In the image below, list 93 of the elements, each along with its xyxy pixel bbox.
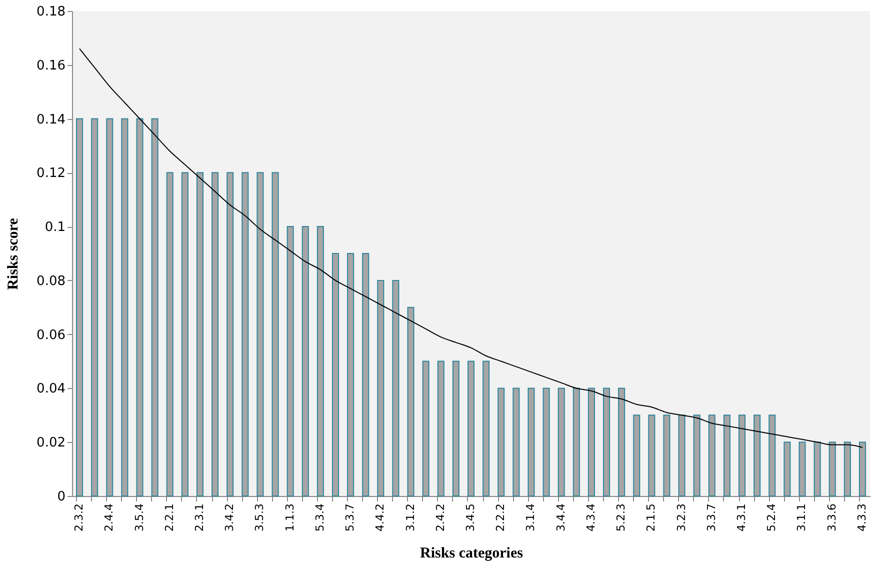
x-tick-label: 3.3.6: [825, 504, 838, 532]
bar: [588, 388, 595, 496]
bar: [828, 442, 836, 496]
x-tick-label: 3.5.3: [253, 504, 266, 532]
bar: [332, 253, 339, 496]
bar: [723, 414, 730, 496]
bar: [151, 118, 158, 496]
x-tick-label: 1.1.3: [283, 504, 296, 532]
bar: [286, 226, 294, 496]
x-tick-label: 5.2.4: [765, 504, 778, 532]
bar: [542, 388, 550, 496]
x-tick-label: 3.1.1: [795, 504, 808, 532]
bar: [422, 360, 430, 496]
x-tick-label: 2.4.4: [102, 504, 116, 532]
bar: [256, 172, 264, 496]
x-tick-label: 3.1.2: [404, 504, 417, 532]
bar: [362, 253, 370, 496]
x-tick-label: 3.1.4: [524, 504, 538, 532]
bar: [407, 306, 414, 496]
x-tick-label: 5.3.4: [313, 504, 326, 532]
bar: [302, 226, 309, 496]
x-tick-label: 3.4.5: [464, 504, 477, 532]
x-tick-label: 5.2.3: [614, 504, 628, 532]
bar: [558, 388, 565, 496]
bar: [648, 414, 656, 496]
x-tick-label: 2.3.1: [192, 504, 206, 532]
x-tick-label: 2.2.1: [162, 504, 176, 532]
y-tick-label: 0.16: [36, 58, 66, 74]
bar: [844, 442, 851, 496]
y-tick-label: 0.12: [36, 166, 66, 182]
y-tick-label: 0: [57, 490, 66, 504]
bar: [708, 414, 716, 496]
bar: [467, 360, 475, 496]
y-tick-label: 0.02: [36, 436, 66, 451]
y-tick-label: 0.06: [36, 328, 66, 343]
x-tick-label: 3.3.7: [704, 504, 718, 532]
bar: [858, 442, 866, 496]
x-tick-label: 4.4.2: [374, 504, 387, 532]
bar: [482, 360, 490, 496]
bar: [633, 414, 640, 496]
bar: [166, 172, 174, 496]
y-axis-title: Risks score: [6, 218, 22, 290]
bar: [663, 414, 670, 496]
bar: [784, 442, 791, 496]
bar: [603, 388, 610, 496]
bar: [181, 172, 188, 496]
bar: [226, 172, 234, 496]
x-tick-label: 2.1.5: [644, 504, 658, 532]
bar: [316, 226, 324, 496]
bar: [693, 414, 700, 496]
x-tick-label: 2.2.2: [494, 504, 508, 532]
bar: [572, 388, 580, 496]
x-tick-label: 3.4.2: [223, 504, 236, 532]
bar: [437, 360, 444, 496]
bar: [121, 118, 128, 496]
x-axis-title: Risks categories: [420, 545, 524, 562]
y-tick-label: 0.08: [36, 274, 66, 289]
y-tick-label: 0.18: [36, 4, 66, 20]
bar: [377, 280, 384, 496]
x-tick-label: 4.3.1: [735, 504, 748, 532]
x-tick-label: 3.5.4: [132, 504, 146, 532]
bar: [76, 118, 84, 496]
bar: [136, 118, 144, 496]
bar: [452, 360, 460, 496]
bar: [392, 280, 400, 496]
x-tick-label: 2.3.2: [72, 504, 86, 532]
bar: [754, 414, 761, 496]
bar: [618, 388, 626, 496]
bar: [272, 172, 279, 496]
x-tick-label: 2.4.2: [434, 504, 447, 532]
bar: [91, 118, 98, 496]
bar: [242, 172, 249, 496]
bar: [814, 442, 821, 496]
line-series: [79, 48, 863, 448]
bar: [512, 388, 520, 496]
bar: [498, 388, 505, 496]
bar: [798, 442, 806, 496]
bar: [678, 414, 686, 496]
bar: [768, 414, 776, 496]
x-tick-label: 4.3.3: [855, 504, 868, 532]
y-tick-label: 0.1: [44, 220, 66, 236]
bar: [738, 414, 746, 496]
x-tick-label: 3.2.3: [674, 504, 688, 532]
x-tick-label: 4.3.4: [584, 504, 598, 532]
bar: [106, 118, 114, 496]
bar: [528, 388, 535, 496]
x-tick-label: 5.3.7: [344, 504, 357, 532]
bar: [196, 172, 204, 496]
bar: [212, 172, 219, 496]
y-tick-label: 0.04: [36, 382, 66, 397]
x-tick-label: 3.4.4: [554, 504, 568, 532]
bar: [347, 253, 354, 496]
y-tick-label: 0.14: [36, 112, 66, 128]
